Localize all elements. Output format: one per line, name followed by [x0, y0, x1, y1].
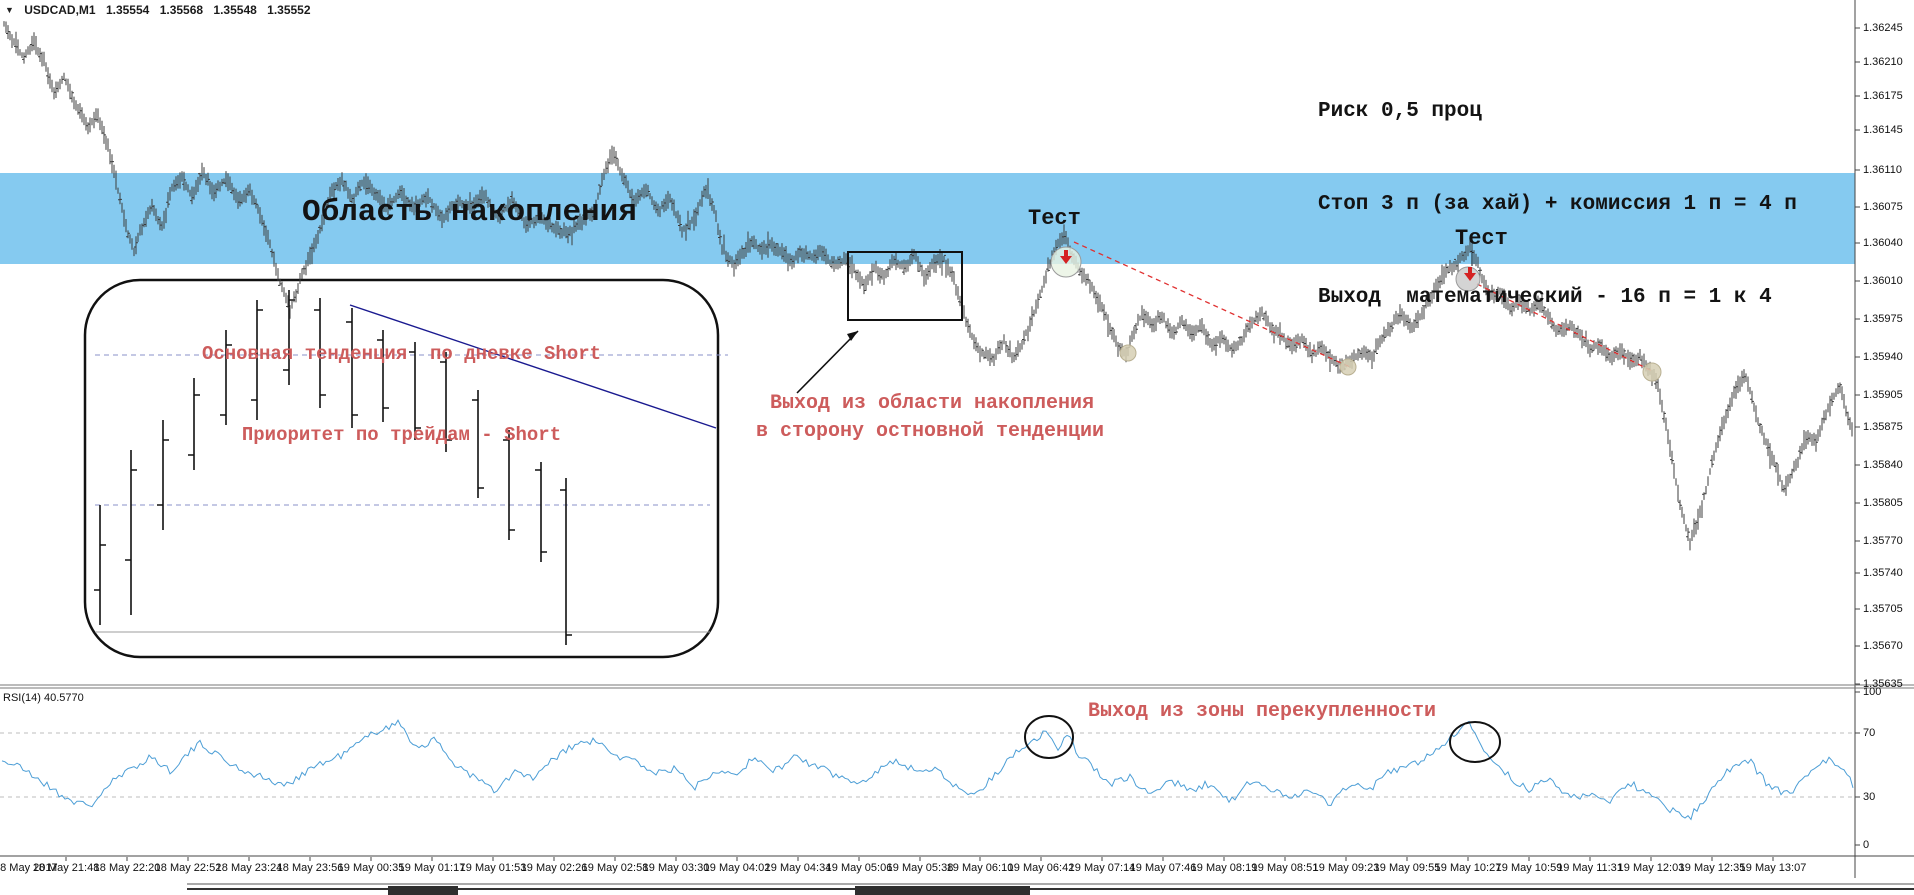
inset-trend-line [349, 304, 717, 429]
touch-point-circle-2 [1339, 358, 1357, 376]
time-label-24: 19 May 10:27 [1434, 862, 1502, 874]
price-label-1.35975: 1.35975 [1863, 313, 1903, 325]
time-label-5: 18 May 23:56 [276, 862, 344, 874]
rsi-exit-circle-1 [1024, 715, 1074, 759]
price-label-1.35875: 1.35875 [1863, 421, 1903, 433]
touch-point-circle-3 [1642, 362, 1662, 382]
breakout-note-line1: Выход из области накопления [770, 392, 1095, 415]
time-label-7: 19 May 01:17 [398, 862, 466, 874]
breakout-rectangle[interactable] [847, 251, 963, 321]
price-label-1.36110: 1.36110 [1863, 164, 1902, 176]
breakout-arrow-head [847, 331, 858, 341]
price-label-1.36145: 1.36145 [1863, 124, 1903, 136]
inset-titles: Основная тенденция по дневке Short Приор… [85, 287, 718, 503]
rsi-scale-label-30: 30 [1863, 791, 1876, 803]
scrollbar-thumb-1[interactable] [388, 886, 458, 895]
time-label-9: 19 May 02:26 [520, 862, 588, 874]
ohlc-open: 1.35554 [105, 3, 150, 17]
time-label-18: 19 May 07:14 [1068, 862, 1136, 874]
risk-note: Риск 0,5 проц Стоп 3 п (за хай) + комисс… [1318, 34, 1797, 375]
time-label-26: 19 May 11:31 [1557, 862, 1623, 874]
time-label-0: 18 May 2017 [0, 862, 58, 874]
time-label-25: 19 May 10:59 [1495, 862, 1563, 874]
rsi-scale-label-100: 100 [1863, 686, 1882, 698]
price-label-1.36175: 1.36175 [1863, 90, 1903, 102]
price-label-1.35705: 1.35705 [1863, 603, 1903, 615]
time-label-23: 19 May 09:55 [1373, 862, 1441, 874]
price-label-1.35940: 1.35940 [1863, 351, 1903, 363]
ohlc-low: 1.35548 [213, 3, 257, 17]
rsi-scale-label-70: 70 [1863, 727, 1876, 739]
time-label-3: 18 May 22:52 [154, 862, 222, 874]
risk-note-line1: Риск 0,5 проц [1318, 100, 1482, 123]
rsi-note: Выход из зоны перекупленности [1088, 700, 1437, 723]
test-label-1: Тест [1028, 206, 1081, 231]
price-label-1.35670: 1.35670 [1863, 640, 1903, 652]
price-label-1.36245: 1.36245 [1863, 22, 1903, 34]
time-label-6: 19 May 00:35 [337, 862, 405, 874]
inset-title-2: Приоритет по трейдам - Short [241, 424, 562, 446]
price-label-1.35905: 1.35905 [1863, 389, 1903, 401]
time-label-10: 19 May 02:58 [581, 862, 649, 874]
breakout-note-line2: в сторону остновной тенденции [756, 420, 1105, 443]
symbol-label: USDCAD,M1 [24, 3, 96, 17]
inset-daily-bars [94, 290, 572, 645]
chart-title: ▼ USDCAD,M1 1.35554 1.35568 1.35548 1.35… [5, 3, 318, 17]
price-label-1.35840: 1.35840 [1863, 459, 1903, 471]
sell-arrow-icon-1 [1060, 250, 1072, 264]
rsi-line [1, 719, 1854, 821]
rsi-exit-circle-2 [1449, 721, 1501, 763]
time-label-17: 19 May 06:42 [1007, 862, 1075, 874]
price-label-1.35740: 1.35740 [1863, 567, 1903, 579]
time-label-4: 18 May 23:24 [215, 862, 283, 874]
time-label-8: 19 May 01:53 [459, 862, 527, 874]
scrollbar-thumb-2[interactable] [855, 886, 1030, 895]
price-label-1.36010: 1.36010 [1863, 275, 1903, 287]
time-label-21: 19 May 08:51 [1251, 862, 1319, 874]
price-label-1.36075: 1.36075 [1863, 201, 1903, 213]
axis-ticks [65, 27, 1860, 861]
time-label-19: 19 May 07:46 [1129, 862, 1197, 874]
accumulation-band [0, 173, 1855, 264]
rsi-indicator-label: RSI(14) 40.5770 [3, 692, 84, 704]
time-label-11: 19 May 03:30 [642, 862, 710, 874]
price-label-1.35635: 1.35635 [1863, 678, 1903, 690]
time-label-15: 19 May 05:38 [886, 862, 954, 874]
rsi-scale-label-0: 0 [1863, 839, 1870, 851]
ohlc-close: 1.35552 [267, 3, 311, 17]
test-label-2: Тест [1455, 226, 1508, 251]
time-label-12: 19 May 04:02 [703, 862, 771, 874]
risk-note-line2: Стоп 3 п (за хай) + комиссия 1 п = 4 п [1318, 193, 1797, 216]
time-label-16: 19 May 06:10 [946, 862, 1014, 874]
red-dashed-trendline-2 [1476, 283, 1653, 372]
inset-title-1: Основная тенденция по дневке Short [201, 343, 602, 365]
time-label-28: 19 May 12:35 [1678, 862, 1746, 874]
time-label-1: 18 May 21:48 [32, 862, 100, 874]
inset-daily-panel [83, 278, 720, 659]
price-label-1.35770: 1.35770 [1863, 535, 1903, 547]
red-dashed-trendline-1 [1073, 241, 1351, 368]
price-label-1.36040: 1.36040 [1863, 237, 1903, 249]
ohlc-high: 1.35568 [159, 3, 204, 17]
price-label-1.35805: 1.35805 [1863, 497, 1903, 509]
breakout-arrow-line [796, 330, 859, 394]
time-label-29: 19 May 13:07 [1739, 862, 1807, 874]
accumulation-band-label: Область накопления [302, 195, 637, 230]
time-label-2: 18 May 22:20 [93, 862, 161, 874]
touch-point-circle-1 [1119, 344, 1137, 362]
time-label-27: 19 May 12:03 [1617, 862, 1685, 874]
time-label-14: 19 May 05:06 [825, 862, 893, 874]
symbol-dropdown-icon[interactable]: ▼ [5, 5, 14, 15]
time-label-20: 19 May 08:19 [1190, 862, 1258, 874]
time-label-13: 19 May 04:34 [764, 862, 832, 874]
time-label-22: 19 May 09:23 [1312, 862, 1380, 874]
risk-note-line3: Выход математический - 16 п = 1 к 4 [1318, 286, 1772, 309]
price-label-1.36210: 1.36210 [1863, 56, 1903, 68]
sell-arrow-icon-2 [1464, 267, 1476, 281]
